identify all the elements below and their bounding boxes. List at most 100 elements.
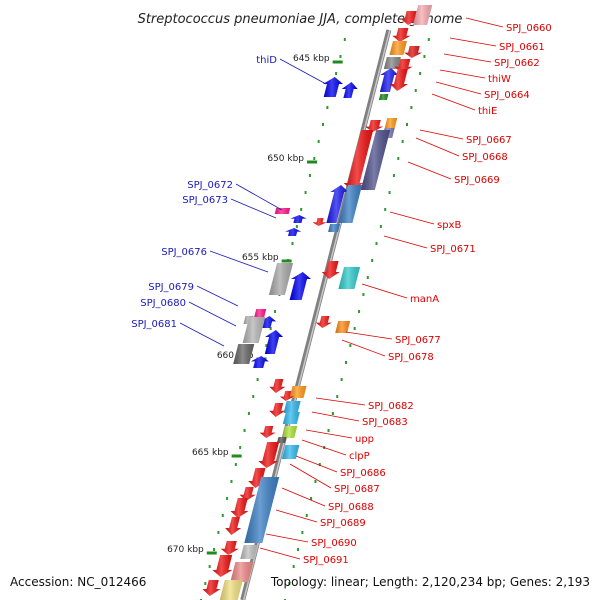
gene-feature-shading: [244, 477, 280, 543]
gene-feature-shading: [326, 185, 349, 223]
guide-dot: [252, 395, 255, 398]
leader-line: [196, 285, 239, 307]
gene-label-SPJ_0668: SPJ_0668: [462, 152, 508, 163]
leader-line: [345, 331, 393, 340]
gene-label-SPJ_0691: SPJ_0691: [303, 555, 349, 566]
gene-feature-shading: [343, 130, 374, 190]
guide-dot: [318, 463, 321, 466]
guide-dot: [305, 514, 308, 517]
leader-line: [361, 283, 408, 299]
leader-line: [235, 183, 283, 211]
guide-dot: [234, 463, 237, 466]
guide-dot: [301, 531, 304, 534]
gene-label-SPJ_0662: SPJ_0662: [494, 58, 540, 69]
guide-dot: [243, 429, 246, 432]
gene-feature-shading: [404, 46, 423, 58]
leader-line: [279, 58, 327, 85]
guide-dot: [292, 565, 295, 568]
gene-feature-shading: [335, 321, 351, 333]
gene-feature-shading: [360, 130, 391, 190]
gene-label-upp: upp: [355, 434, 374, 445]
gene-label-SPJ_0688: SPJ_0688: [328, 502, 374, 513]
gene-feature-shading: [400, 11, 419, 25]
guide-dot: [269, 327, 272, 330]
gene-label-SPJ_0677: SPJ_0677: [395, 335, 441, 346]
guide-dot: [340, 378, 343, 381]
gene-feature-shading: [289, 272, 311, 300]
gene-feature-shading: [338, 185, 363, 223]
gene-feature-shading: [323, 77, 343, 97]
gene-feature-shading: [230, 562, 254, 582]
leader-line: [209, 250, 269, 273]
guide-dot: [371, 259, 374, 262]
guide-dot: [247, 412, 250, 415]
leader-line: [465, 17, 504, 28]
gene-feature-shading: [290, 215, 307, 223]
gene-label-SPJ_0682: SPJ_0682: [368, 401, 414, 412]
guide-dot: [317, 140, 320, 143]
gene-feature-shading: [282, 426, 298, 438]
guide-dot: [288, 582, 291, 585]
guide-dot: [322, 123, 324, 126]
gene-label-SPJ_0664: SPJ_0664: [484, 90, 530, 101]
guide-dot: [217, 531, 220, 534]
gene-feature-shading: [384, 118, 398, 130]
gene-feature-shading: [268, 263, 294, 295]
guide-dot: [362, 293, 365, 296]
guide-dot: [375, 242, 378, 245]
gene-label-SPJ_0669: SPJ_0669: [454, 175, 500, 186]
gene-feature-shading: [328, 224, 341, 232]
guide-dot: [274, 310, 277, 313]
guide-dot: [423, 55, 426, 58]
leader-line: [341, 339, 386, 357]
leader-line: [265, 533, 309, 543]
guide-dot: [308, 174, 311, 177]
gene-feature-shading: [239, 487, 256, 501]
gene-label-SPJ_0673: SPJ_0673: [182, 195, 228, 206]
guide-dot: [226, 497, 229, 500]
guide-dot: [401, 140, 404, 143]
leader-line: [443, 53, 492, 63]
gene-feature-shading: [233, 344, 255, 364]
gene-feature-shading: [276, 437, 287, 443]
gene-feature-shading: [219, 580, 243, 600]
gene-feature-shading: [212, 555, 233, 577]
guide-dot: [414, 89, 417, 92]
guide-dot: [335, 72, 338, 75]
gene-feature-shading: [389, 41, 407, 55]
gene-feature-shading: [281, 445, 300, 459]
leader-line: [301, 439, 347, 456]
gene-label-SPJ_0667: SPJ_0667: [466, 135, 512, 146]
guide-dot: [313, 157, 316, 160]
guide-dot: [397, 157, 400, 160]
leader-line: [449, 37, 497, 47]
guide-dot: [265, 344, 268, 347]
gene-feature-shading: [242, 317, 266, 343]
gene-feature-shading: [285, 228, 302, 236]
leader-line: [407, 161, 452, 180]
gene-label-SPJ_0690: SPJ_0690: [311, 538, 357, 549]
leader-line: [281, 487, 326, 507]
gene-feature-shading: [379, 68, 399, 92]
guide-dot: [295, 225, 298, 228]
gene-feature-shading: [269, 403, 286, 417]
guide-dot: [213, 548, 216, 551]
guide-dot: [388, 191, 391, 194]
guide-dot: [339, 55, 342, 58]
gene-feature-shading: [240, 545, 258, 559]
gene-label-thiW: thiW: [488, 74, 511, 85]
gene-feature-shading: [282, 412, 300, 424]
guide-dot: [379, 225, 382, 228]
guide-dot: [366, 276, 369, 279]
guide-dot: [297, 548, 300, 551]
gene-label-SPJ_0683: SPJ_0683: [362, 417, 408, 428]
leader-line: [305, 429, 353, 439]
kbp-label: 650 kbp: [267, 154, 304, 164]
leader-line: [389, 211, 435, 225]
gene-feature-shading: [202, 580, 221, 596]
gene-feature-shading: [250, 356, 269, 368]
gene-label-SPJ_0660: SPJ_0660: [506, 23, 552, 34]
gene-feature-shading: [279, 391, 294, 401]
map-title: Streptococcus pneumoniae JJA, complete g…: [138, 12, 463, 27]
gene-label-SPJ_0687: SPJ_0687: [334, 484, 380, 495]
